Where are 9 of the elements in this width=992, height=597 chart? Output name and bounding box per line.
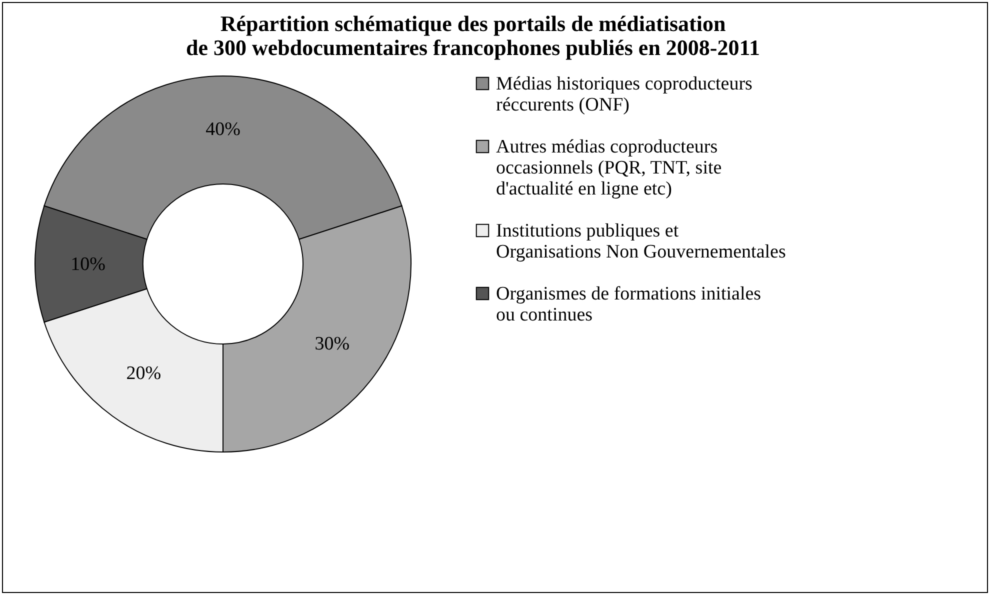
legend-label: Organismes de formations initiales ou continues <box>496 284 762 326</box>
legend-label: Autres médias coproducteurs occasionnels (PQR, TNT, site d'actualité en ligne etc) <box>496 136 722 200</box>
legend-label: Médias historiques coproducteurs réccurents (ONF) <box>496 74 752 116</box>
data-label: 20% <box>126 363 162 384</box>
data-label: 30% <box>314 333 350 354</box>
chart-title: Répartition schématique des portails de médiatisation de 300 webdocumentaires francophones publiés en 2008-2011 <box>186 11 760 60</box>
legend-label: Institutions publiques et Organisations Non Gouvernementales <box>496 220 786 262</box>
data-label: 40% <box>206 119 241 140</box>
data-label: 10% <box>70 254 106 275</box>
